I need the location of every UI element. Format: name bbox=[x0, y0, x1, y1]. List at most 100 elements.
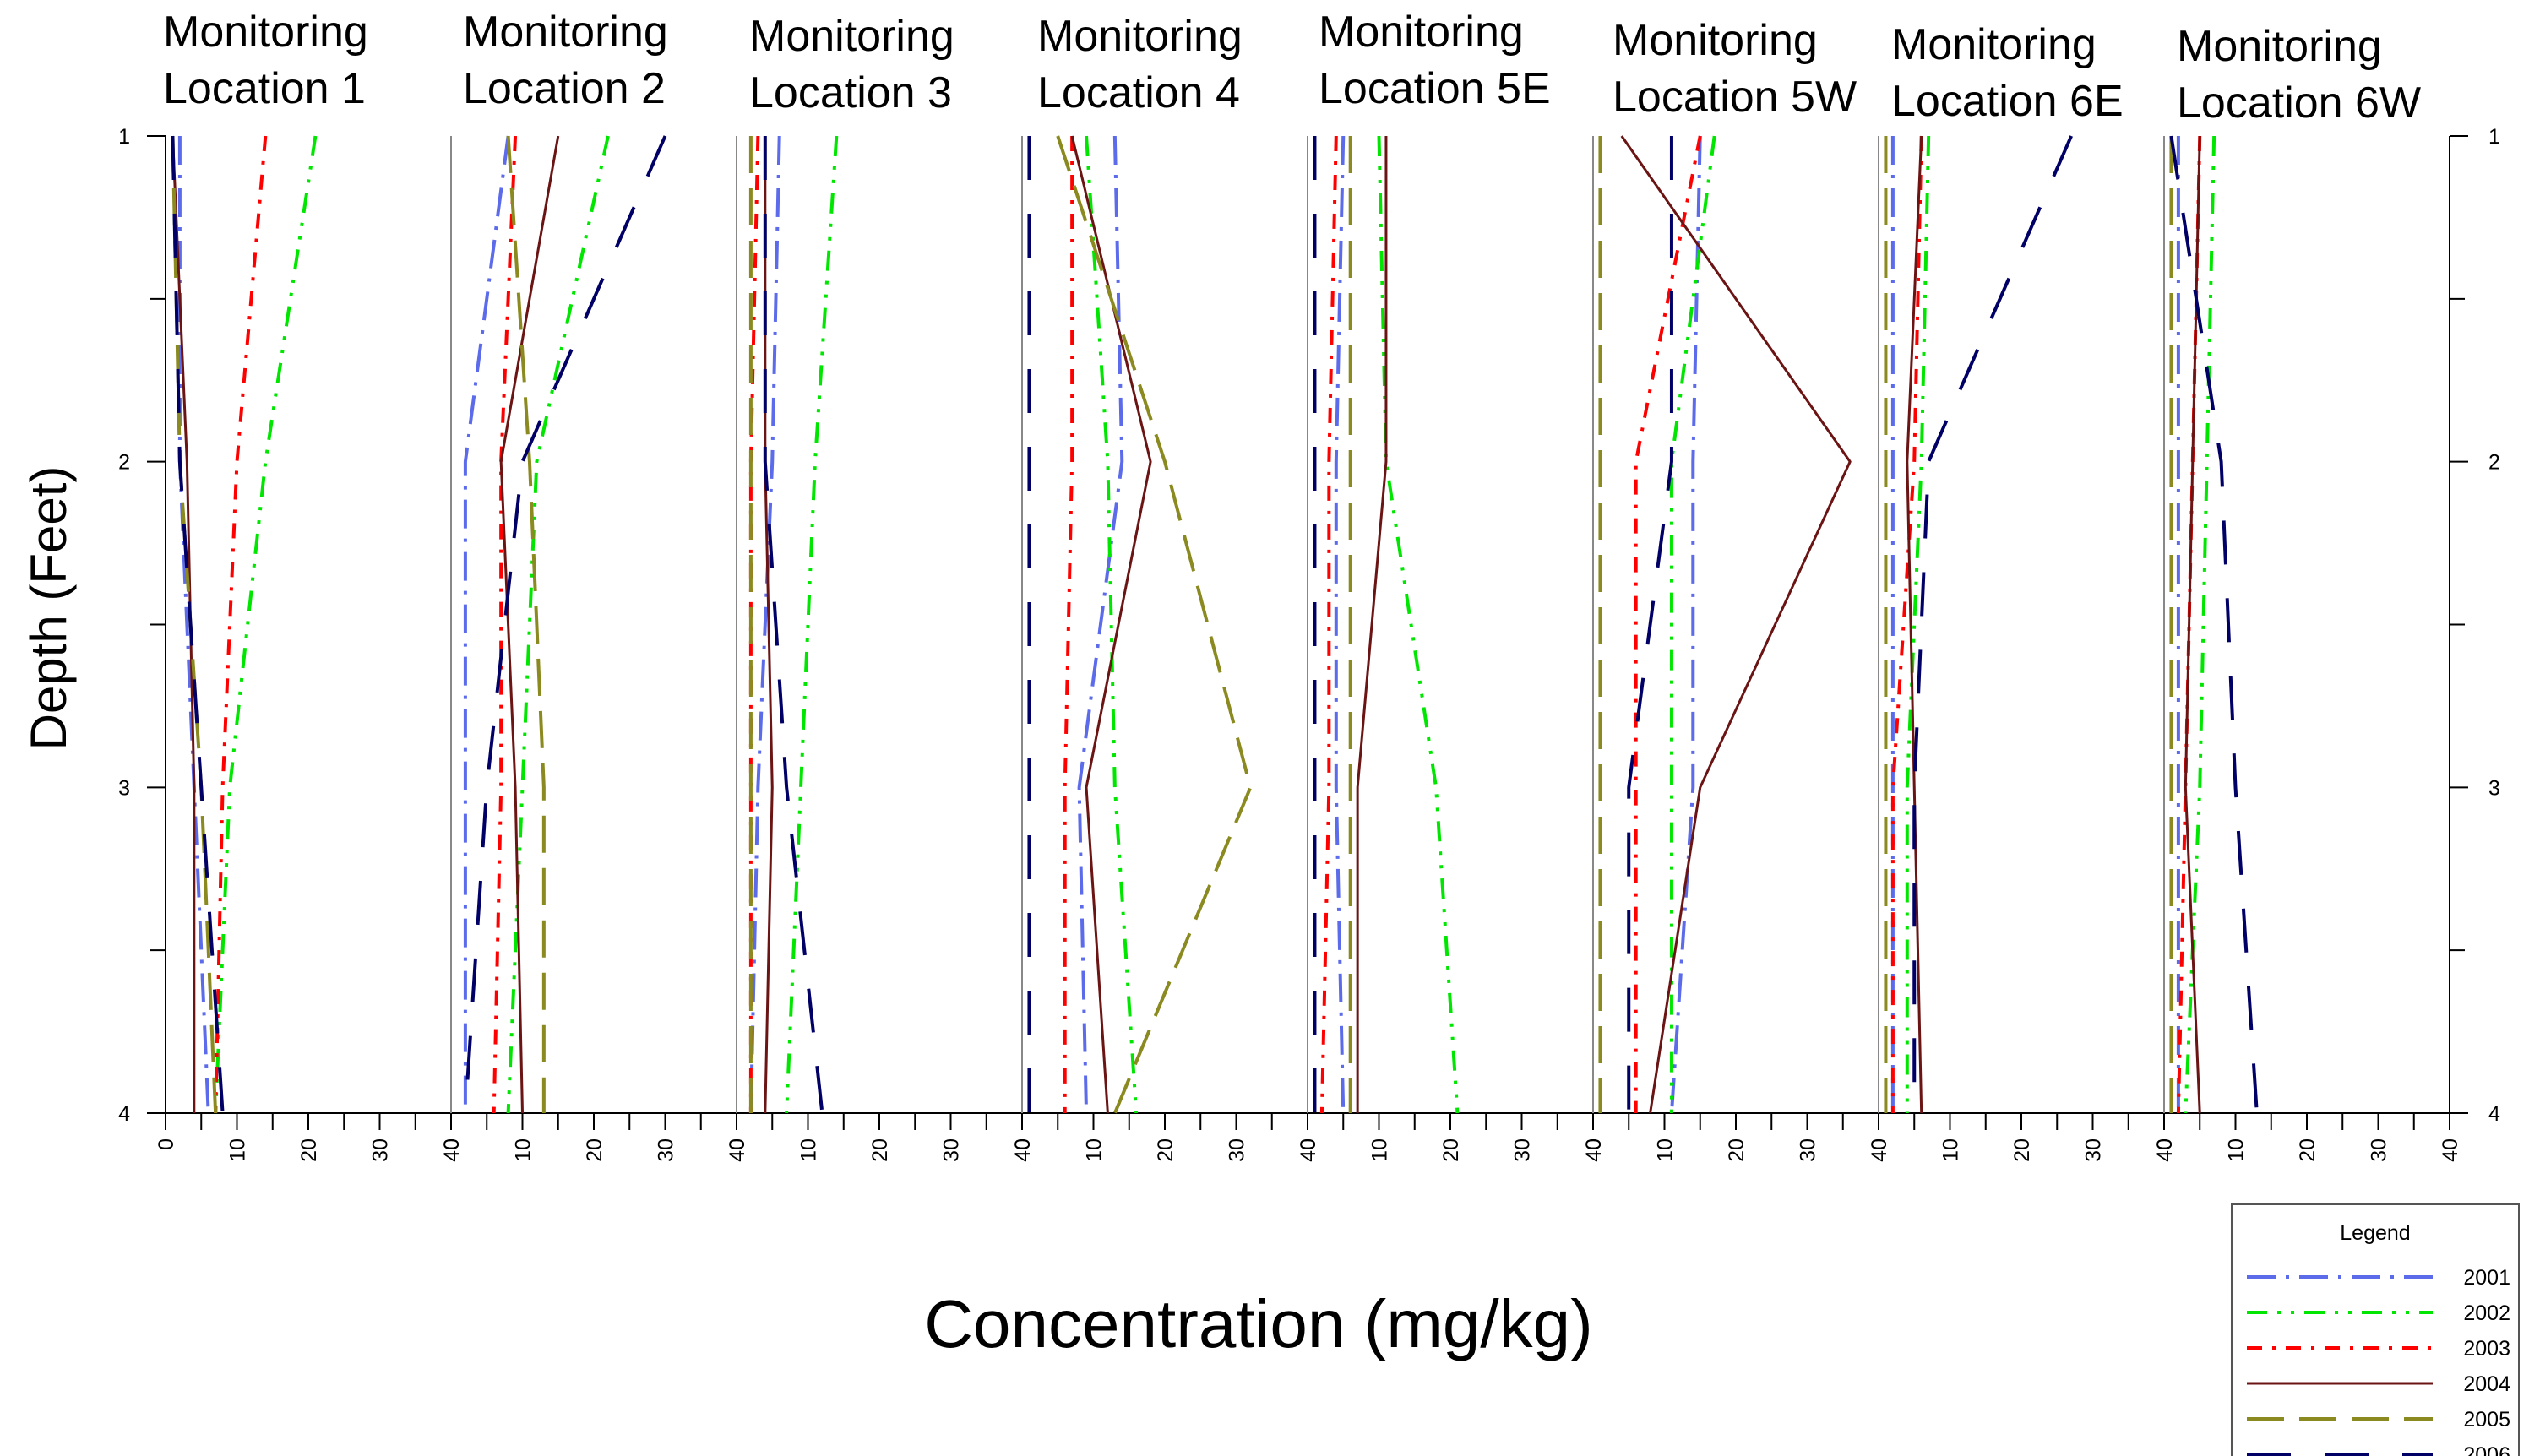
panel-2: 0 10 20 30 40 Monitoring Location 2 bbox=[440, 8, 749, 1162]
x-tick-label: 20 bbox=[1154, 1138, 1177, 1162]
series-line-2004 bbox=[499, 135, 560, 1114]
x-tick-label: 20 bbox=[2010, 1138, 2034, 1162]
panel-5: 0 10 20 30 40 Monitoring Location 5E bbox=[1297, 8, 1606, 1162]
panel-title-line2: Location 2 bbox=[463, 64, 666, 113]
legend-label-2003: 2003 bbox=[2463, 1337, 2510, 1361]
x-tick-label: 30 bbox=[655, 1138, 678, 1162]
series-line-2003 bbox=[1890, 135, 1923, 1113]
series-line-2004 bbox=[2184, 135, 2201, 1114]
panel-3: 0 10 20 30 40 Monitoring Location 3 bbox=[726, 12, 1035, 1162]
x-tick-label: 10 bbox=[1939, 1138, 1963, 1162]
series-line-2002 bbox=[1669, 135, 1716, 1113]
series-line-2002 bbox=[785, 135, 839, 1114]
x-tick-label: 20 bbox=[2296, 1138, 2320, 1162]
panel-title-line1: Monitoring bbox=[1319, 8, 1524, 57]
panel-title-line1: Monitoring bbox=[2177, 22, 2382, 71]
depth-tick-label-right: 2 bbox=[2488, 451, 2500, 475]
legend-frame bbox=[2231, 1203, 2520, 1456]
series-line-2003 bbox=[748, 135, 760, 1113]
series-line-2001 bbox=[1077, 135, 1124, 1114]
legend-label-2002: 2002 bbox=[2463, 1301, 2510, 1325]
series-line-2003 bbox=[1319, 135, 1338, 1114]
y-axis-title: Depth (Feet) bbox=[20, 466, 77, 751]
panel-title-line1: Monitoring bbox=[1037, 12, 1243, 61]
depth-tick-label-left: 2 bbox=[118, 451, 130, 475]
series-line-2003 bbox=[214, 135, 268, 1114]
panel-title-line1: Monitoring bbox=[163, 8, 368, 57]
x-tick-label: 30 bbox=[940, 1138, 964, 1162]
x-tick-label: 0 bbox=[2153, 1138, 2177, 1150]
x-tick-label: 0 bbox=[726, 1138, 749, 1150]
series-line-2002 bbox=[1377, 135, 1460, 1114]
series-line-2002 bbox=[214, 135, 318, 1114]
x-tick-label: 0 bbox=[1011, 1138, 1035, 1150]
series-line-2006 bbox=[463, 135, 667, 1114]
x-tick-label: 20 bbox=[868, 1138, 892, 1162]
x-tick-label: 0 bbox=[1582, 1138, 1606, 1150]
x-tick-label: 40 bbox=[1011, 1138, 1035, 1162]
series-line-2004 bbox=[1356, 136, 1388, 1113]
x-tick-label: 10 bbox=[797, 1138, 821, 1162]
series-line-2004 bbox=[1906, 135, 1923, 1114]
depth-tick-label-right: 3 bbox=[2488, 776, 2500, 800]
depth-tick-label-left: 3 bbox=[118, 776, 130, 800]
series-line-2006 bbox=[2169, 135, 2259, 1114]
x-tick-label: 30 bbox=[1797, 1138, 1820, 1162]
panel-title-line1: Monitoring bbox=[1891, 20, 2097, 69]
series-line-2002 bbox=[1085, 135, 1139, 1114]
panel-title-line1: Monitoring bbox=[463, 8, 668, 57]
legend-label-2006: 2006 bbox=[2463, 1443, 2510, 1456]
panel-title-line2: Location 4 bbox=[1037, 68, 1240, 117]
x-tick-label: 10 bbox=[2225, 1138, 2249, 1162]
panel-title-line1: Monitoring bbox=[1613, 16, 1818, 65]
x-tick-label: 40 bbox=[1297, 1138, 1320, 1162]
x-tick-label: 40 bbox=[1868, 1138, 1891, 1162]
x-tick-label: 40 bbox=[2153, 1138, 2177, 1162]
legend-label-2004: 2004 bbox=[2463, 1372, 2510, 1396]
panel-title-line2: Location 3 bbox=[749, 68, 952, 117]
x-tick-label: 20 bbox=[297, 1138, 321, 1162]
series-line-2006 bbox=[1627, 136, 1673, 1113]
panel-7: 0 10 20 30 40 Monitoring Location 6E bbox=[1868, 20, 2177, 1162]
series-line-2002 bbox=[1905, 135, 1931, 1113]
depth-tick-label-right: 4 bbox=[2488, 1102, 2500, 1126]
panel-title-line2: Location 6E bbox=[1891, 77, 2124, 126]
series-line-2003 bbox=[492, 135, 518, 1114]
x-tick-label: 40 bbox=[2439, 1138, 2462, 1162]
series-line-2002 bbox=[506, 135, 610, 1114]
series-line-2003 bbox=[1063, 136, 1074, 1113]
panel-title-line2: Location 1 bbox=[163, 64, 366, 113]
panel-title-line1: Monitoring bbox=[749, 12, 954, 61]
x-tick-label: 20 bbox=[1725, 1138, 1749, 1162]
series-line-2004 bbox=[1620, 135, 1852, 1114]
x-tick-label: 30 bbox=[1511, 1138, 1535, 1162]
x-tick-label: 0 bbox=[155, 1138, 178, 1150]
legend-title: Legend bbox=[2340, 1221, 2410, 1245]
series-line-2006 bbox=[763, 136, 824, 1114]
depth-tick-label-left: 1 bbox=[118, 125, 130, 149]
x-tick-label: 20 bbox=[1439, 1138, 1463, 1162]
x-tick-label: 10 bbox=[226, 1138, 250, 1162]
panel-title-line2: Location 6W bbox=[2177, 79, 2421, 128]
x-tick-label: 10 bbox=[1368, 1138, 1392, 1162]
legend: Legend 2001 2002 2003 2004 2005 2006 bbox=[2231, 1203, 2520, 1456]
panel-8: 0 10 20 30 40 Monitoring Location 6W bbox=[2153, 22, 2462, 1162]
x-axis-title: Concentration (mg/kg) bbox=[924, 1286, 1592, 1361]
x-tick-label: 20 bbox=[583, 1138, 606, 1162]
x-tick-label: 0 bbox=[1868, 1138, 1891, 1150]
series-line-2001 bbox=[463, 135, 510, 1113]
x-tick-label: 40 bbox=[726, 1138, 749, 1162]
x-tick-label: 30 bbox=[2082, 1138, 2106, 1162]
x-tick-label: 10 bbox=[512, 1138, 536, 1162]
panel-title-line2: Location 5W bbox=[1613, 73, 1857, 122]
x-tick-label: 30 bbox=[2368, 1138, 2391, 1162]
panel-4: 0 10 20 30 40 Monitoring Location 4 bbox=[1011, 12, 1320, 1162]
series-line-2004 bbox=[1070, 135, 1152, 1114]
series-line-2001 bbox=[1669, 135, 1702, 1114]
panel-title-line2: Location 5E bbox=[1319, 64, 1551, 113]
x-tick-label: 0 bbox=[440, 1138, 464, 1150]
series-line-2005 bbox=[506, 135, 546, 1113]
series-line-2005 bbox=[1056, 135, 1253, 1114]
depth-tick-label-left: 4 bbox=[118, 1102, 130, 1126]
